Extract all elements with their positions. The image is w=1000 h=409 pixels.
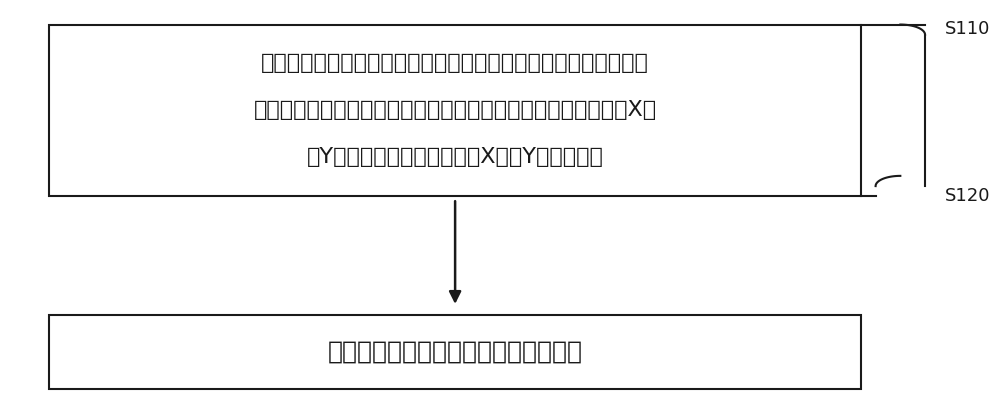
Text: 和Y轴分别与第二测量单元的X轴和Y轴反向排列: 和Y轴分别与第二测量单元的X轴和Y轴反向排列 <box>307 148 604 167</box>
Text: 获取第一数据和第二数据；第一数据是第一惯性测量单元采集的数: 获取第一数据和第二数据；第一数据是第一惯性测量单元采集的数 <box>261 54 649 73</box>
FancyBboxPatch shape <box>49 315 861 389</box>
Text: S110: S110 <box>945 20 990 38</box>
Text: S120: S120 <box>945 187 990 205</box>
Text: 据，第二数据是第二惯性测量单元采集的数据；第一测量单元的X轴: 据，第二数据是第二惯性测量单元采集的数据；第一测量单元的X轴 <box>254 101 657 120</box>
FancyBboxPatch shape <box>49 25 861 196</box>
Text: 根据第一数据和第二数据进行数据融合: 根据第一数据和第二数据进行数据融合 <box>328 340 583 364</box>
